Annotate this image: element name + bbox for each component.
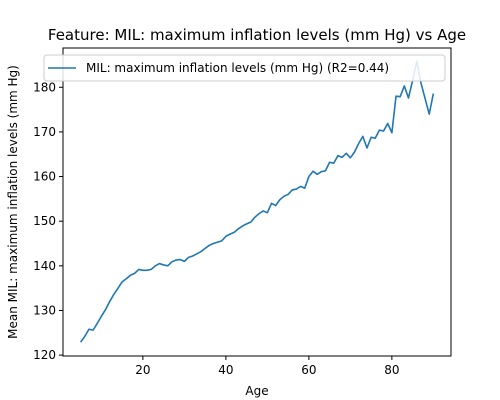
- legend-box: [43, 54, 446, 82]
- x-tick-label: 60: [301, 363, 316, 377]
- y-tick-label: 160: [33, 170, 56, 184]
- y-tick-label: 170: [33, 125, 56, 139]
- y-tick-label: 140: [33, 259, 56, 273]
- series-line: [79, 60, 435, 343]
- y-tick-label: 150: [33, 214, 56, 228]
- y-tick-label: 120: [33, 348, 56, 362]
- x-tick-label: 20: [135, 363, 150, 377]
- legend-label: MIL: maximum inflation levels (mm Hg) (R…: [86, 61, 389, 75]
- y-tick-label: 180: [33, 80, 56, 94]
- x-axis-label: Age: [245, 384, 268, 398]
- plot-area: [62, 47, 452, 357]
- axis-ticks: 20 40 60 80 120 130 140 150 160 170 180: [33, 80, 399, 377]
- x-tick-label: 40: [218, 363, 233, 377]
- x-tick-label: 80: [384, 363, 399, 377]
- y-tick-label: 130: [33, 303, 56, 317]
- chart-title: Feature: MIL: maximum inflation levels (…: [48, 26, 466, 44]
- legend: MIL: maximum inflation levels (mm Hg) (R…: [43, 54, 446, 82]
- y-axis-label: Mean MIL: maximum inflation levels (mm H…: [6, 65, 20, 339]
